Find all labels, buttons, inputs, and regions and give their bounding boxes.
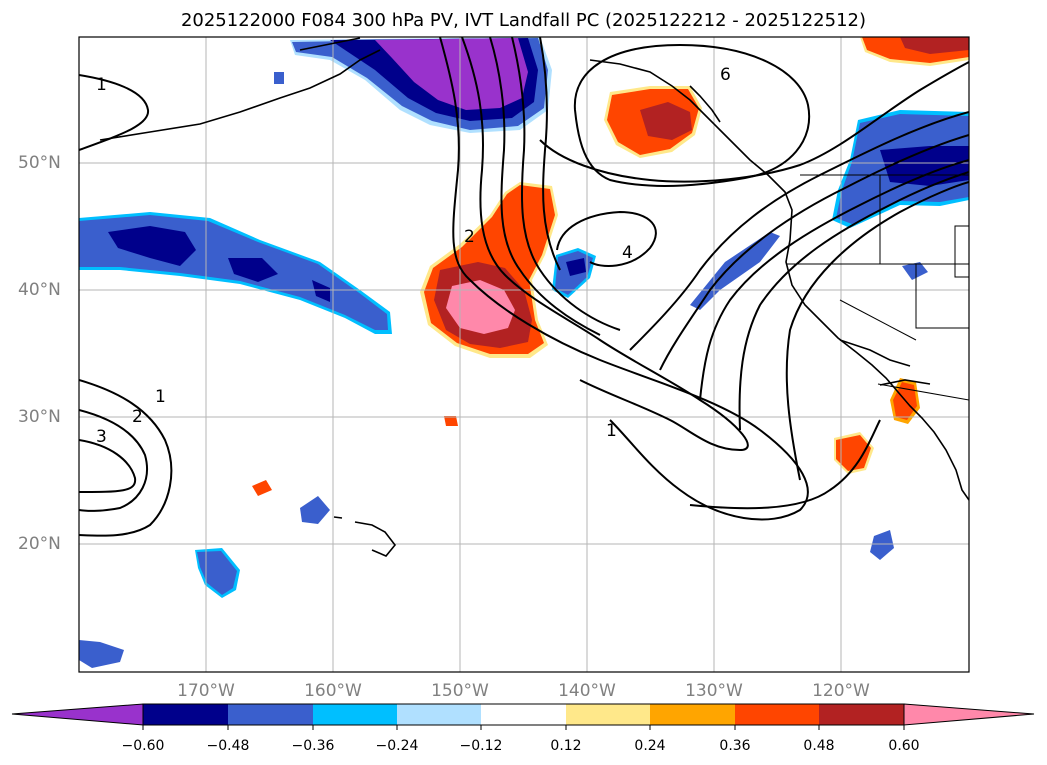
colorbar-tick-label: 0.24 xyxy=(634,738,666,754)
lat-label: 40°N xyxy=(18,280,61,300)
colorbar-swatch xyxy=(228,704,313,725)
contour-label: 1 xyxy=(606,421,617,441)
lon-label: 170°W xyxy=(177,681,235,701)
lon-label: 150°W xyxy=(431,681,489,701)
map-frame xyxy=(78,36,970,673)
contour-label: 2 xyxy=(132,407,143,427)
colorbar-tick-label: 0.48 xyxy=(803,738,835,754)
colorbar-swatch xyxy=(481,704,566,725)
colorbar-tick-label: −0.36 xyxy=(291,738,335,754)
lon-label: 130°W xyxy=(685,681,743,701)
colorbar xyxy=(11,703,1035,730)
contour-label: 3 xyxy=(96,427,107,447)
colorbar-swatch xyxy=(566,704,650,725)
lon-label: 160°W xyxy=(304,681,362,701)
borders xyxy=(786,174,969,401)
coastlines xyxy=(99,37,969,557)
colorbar-swatch xyxy=(143,704,228,725)
colorbar-tick-label: −0.12 xyxy=(459,738,503,754)
contour-label: 1 xyxy=(96,75,107,95)
colorbar-swatch xyxy=(397,704,481,725)
lon-label: 140°W xyxy=(558,681,616,701)
colorbar-swatch xyxy=(819,704,904,725)
colorbar-tick-label: 0.36 xyxy=(719,738,751,754)
lat-label: 20°N xyxy=(18,534,61,554)
colorbar-extend-high xyxy=(903,703,1035,726)
map-title: 2025122000 F084 300 hPa PV, IVT Landfall… xyxy=(180,10,867,31)
lat-label: 50°N xyxy=(18,153,61,173)
colorbar-tick-label: −0.48 xyxy=(206,738,250,754)
colorbar-tick-label: −0.24 xyxy=(375,738,419,754)
colorbar-tick-label: 0.12 xyxy=(550,738,582,754)
lat-label: 30°N xyxy=(18,407,61,427)
colorbar-extend-low xyxy=(11,703,144,726)
colorbar-tick-label: −0.60 xyxy=(121,738,165,754)
contour-label: 1 xyxy=(155,387,166,407)
colorbar-swatch xyxy=(313,704,397,725)
contour-label: 4 xyxy=(622,243,633,263)
contour-label: 2 xyxy=(464,227,475,247)
colorbar-swatch xyxy=(735,704,819,725)
lon-label: 120°W xyxy=(812,681,870,701)
contour-label-group: 1 1 2 3 2 4 6 1 xyxy=(96,65,731,447)
colorbar-swatch xyxy=(650,704,735,725)
contour-lines xyxy=(79,37,969,537)
colorbar-tick-label: 0.60 xyxy=(888,738,920,754)
contour-label: 6 xyxy=(720,65,731,85)
